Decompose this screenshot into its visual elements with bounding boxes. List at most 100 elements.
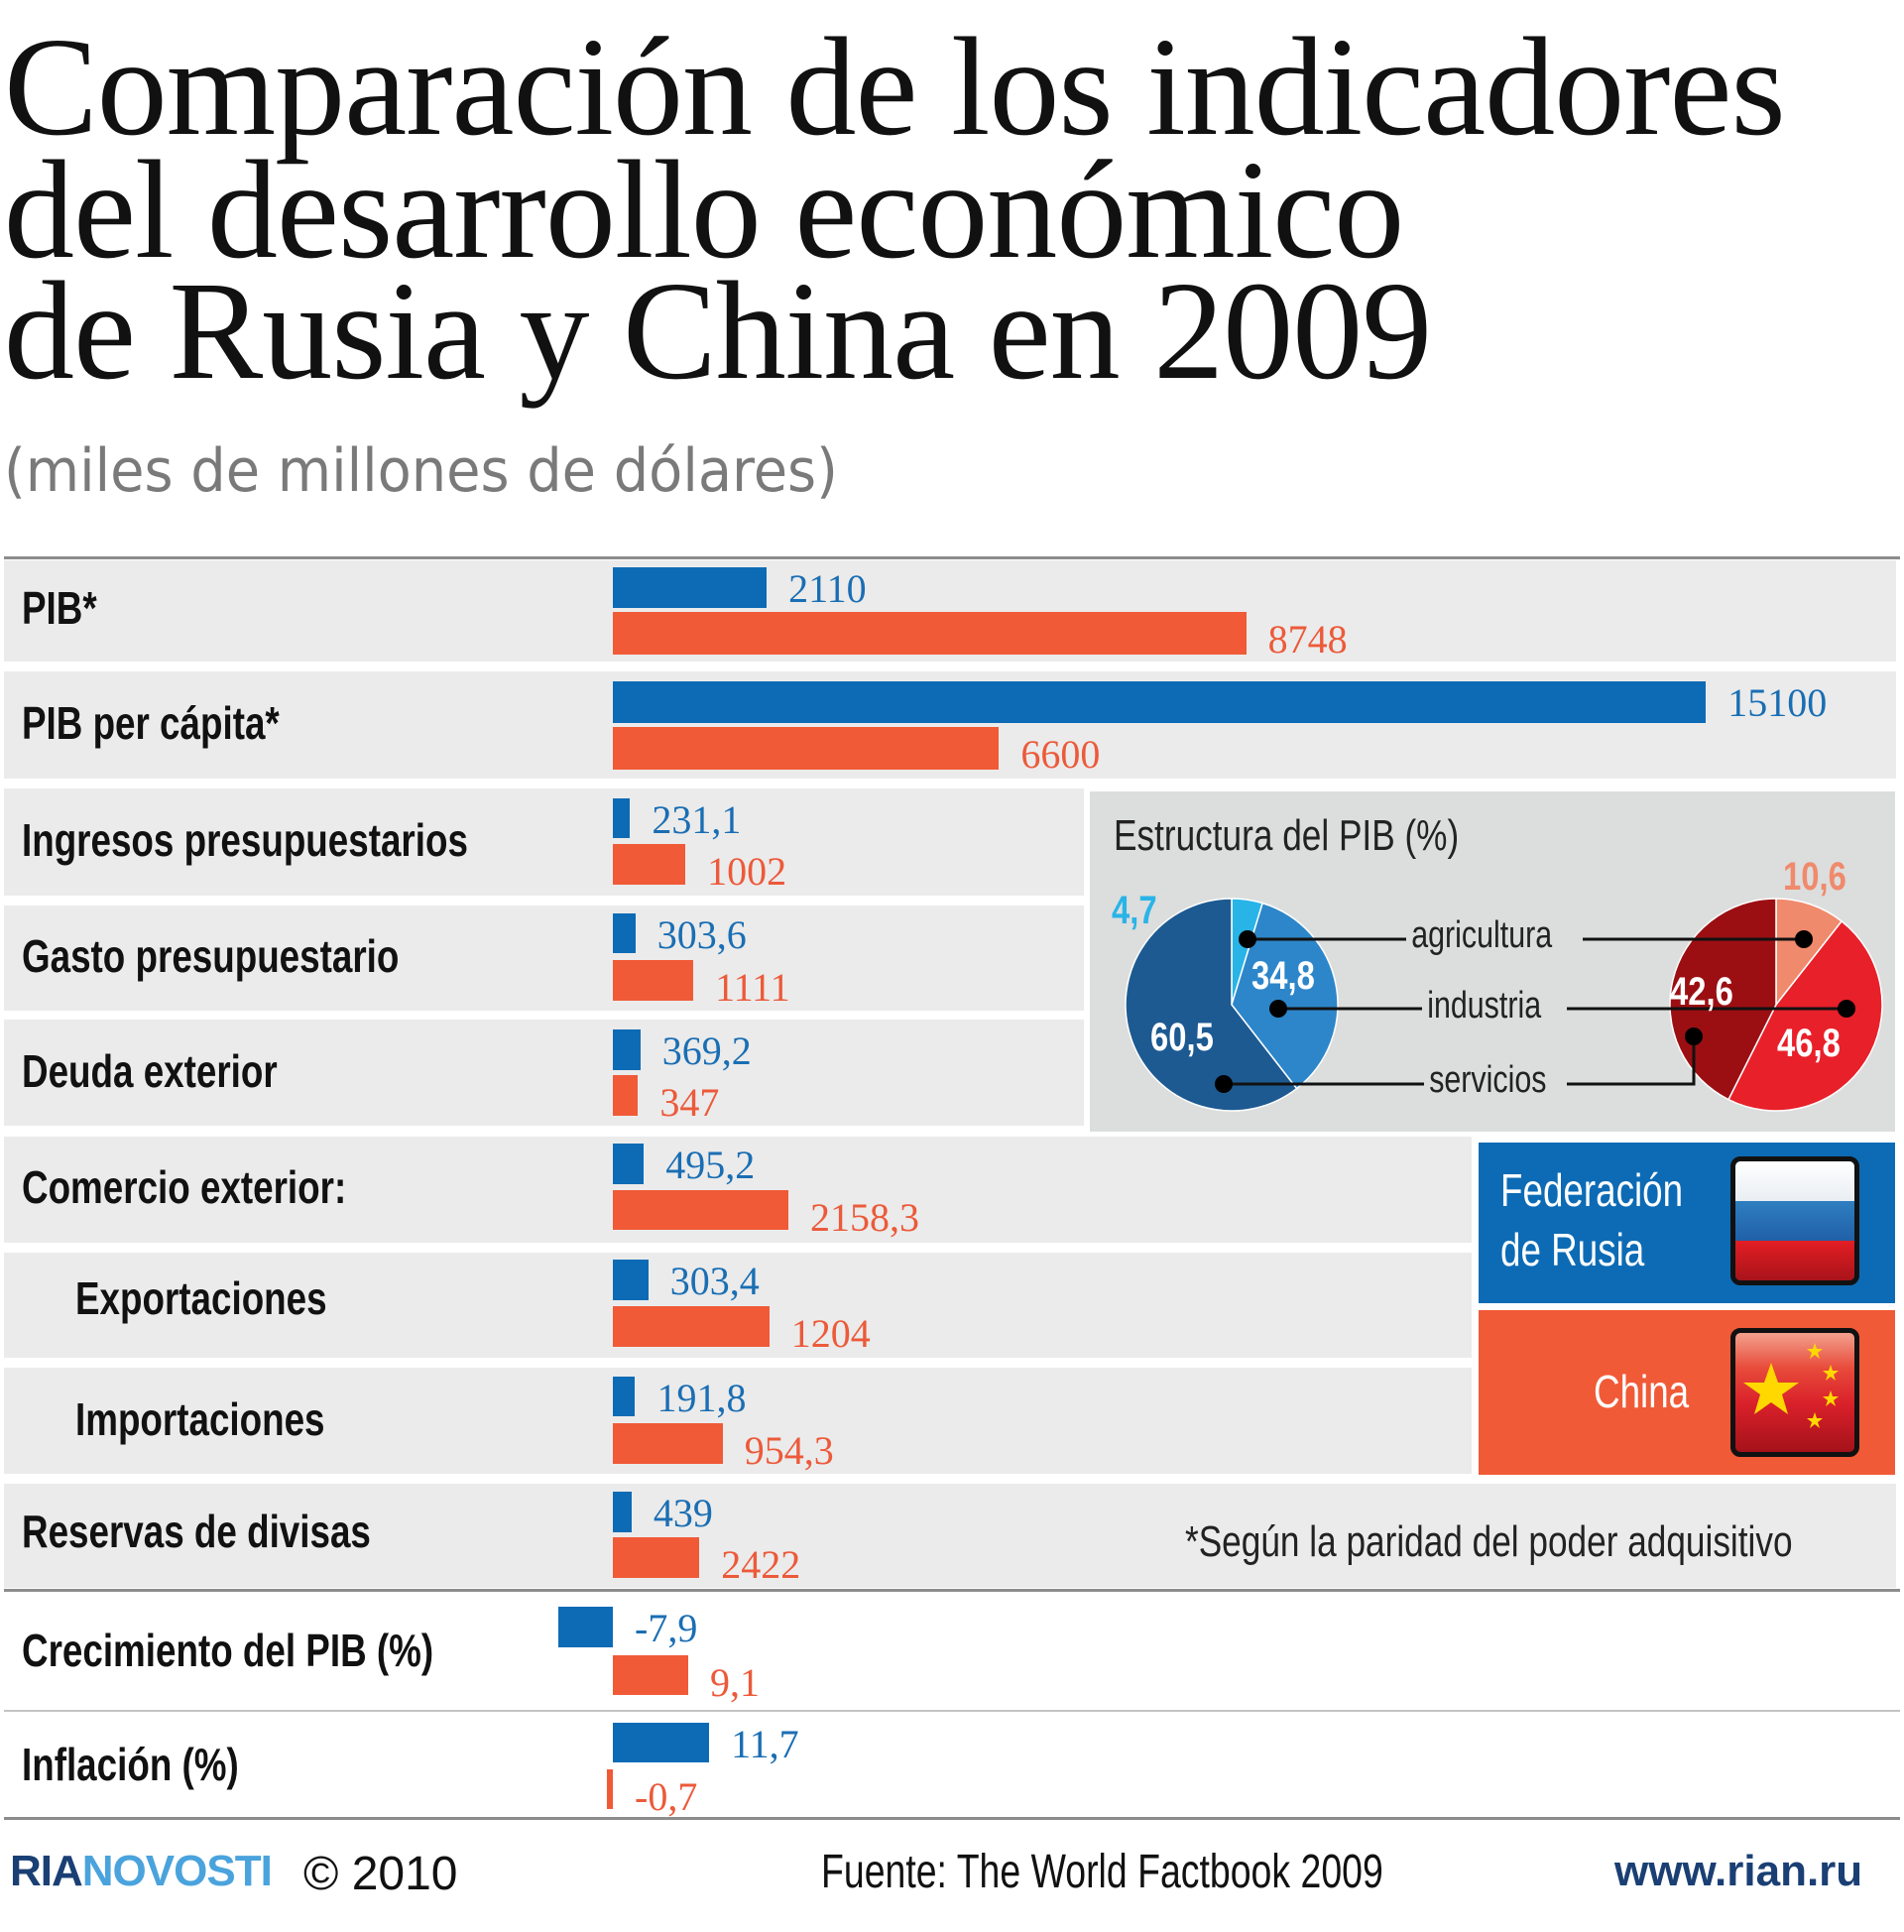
pie-slice-china-industria [1727, 919, 1883, 1112]
legend-russia-line2: de Rusia [1500, 1224, 1645, 1275]
pie-dot-ru-servicios [1215, 1075, 1233, 1093]
divider-rule-thin [4, 1710, 1900, 1712]
row-label-exportaciones: Exportaciones [75, 1272, 327, 1324]
pie-legend-industria: industria [1424, 985, 1545, 1027]
value-label-china: 2422 [721, 1542, 801, 1587]
pie-cn-label-agricultura: 10,6 [1783, 855, 1846, 899]
row-label-crecimiento: Crecimiento del PIB (%) [22, 1625, 434, 1676]
bar-china [613, 1075, 639, 1116]
row-bg [4, 906, 1084, 1011]
value-label-china: 1002 [707, 849, 787, 894]
value-label-russia: 191,8 [656, 1376, 747, 1420]
row-label-comercio: Comercio exterior: [22, 1161, 347, 1213]
legend-china-label: China [1594, 1366, 1690, 1417]
value-label-china: 1111 [715, 965, 790, 1010]
value-label-russia: 303,6 [656, 912, 747, 957]
pie-cn-label-servicios: 42,6 [1670, 970, 1733, 1014]
row-label-ingresos: Ingresos presupuestarios [22, 814, 468, 866]
pie-dot-ru-industria [1269, 1000, 1287, 1018]
pie-dot-cn-agricultura [1795, 930, 1813, 948]
bar-russia [557, 1607, 613, 1647]
pie-legend-agricultura: agricultura [1408, 914, 1556, 957]
value-label-russia: 495,2 [665, 1143, 756, 1187]
value-label-china: 6600 [1020, 732, 1101, 777]
pie-china [1669, 898, 1883, 1112]
bar-russia [613, 1260, 649, 1300]
pie-ru-label-servicios: 60,5 [1150, 1016, 1214, 1059]
row-label-pib-per-capita: PIB per cápita* [22, 697, 280, 749]
bar-russia [613, 681, 1707, 723]
website-link[interactable]: www.rian.ru [1614, 1847, 1863, 1895]
bar-china [613, 1537, 700, 1578]
row-label-reservas: Reservas de divisas [22, 1506, 371, 1557]
pie-cn-label-industria: 46,8 [1777, 1022, 1841, 1065]
bar-china [606, 1769, 613, 1809]
pie-ru-label-industria: 34,8 [1251, 954, 1315, 998]
pie-ru-label-agricultura: 4,7 [1112, 889, 1157, 932]
bar-china [613, 844, 686, 885]
bar-china [613, 1655, 688, 1695]
pie-slice-china-agricultura [1775, 898, 1844, 1008]
value-label-russia: 2110 [788, 566, 867, 611]
pie-dot-cn-industria [1838, 1000, 1855, 1018]
legend-china: China [1479, 1310, 1895, 1475]
pie-slice-russia-industria [1231, 902, 1339, 1090]
value-label-china: 8748 [1267, 617, 1348, 662]
bar-china [613, 1306, 770, 1347]
pie-dot-cn-servicios [1685, 1027, 1703, 1045]
china-stars-icon [1743, 1343, 1839, 1428]
value-label-russia: -7,9 [635, 1606, 698, 1650]
value-label-china: -0,7 [635, 1774, 698, 1819]
row-label-importaciones: Importaciones [75, 1393, 325, 1445]
row-label-inflacion: Inflación (%) [22, 1739, 239, 1790]
value-label-russia: 11,7 [731, 1722, 799, 1766]
pie-title: Estructura del PIB (%) [1114, 811, 1460, 860]
row-bg [4, 1368, 1472, 1474]
bar-russia [613, 1723, 710, 1762]
top-rule [4, 556, 1900, 559]
value-label-russia: 303,4 [669, 1259, 760, 1303]
value-label-russia: 439 [653, 1491, 713, 1535]
value-label-china: 954,3 [744, 1428, 834, 1473]
logo-part-novosti: NOVOSTI [81, 1847, 273, 1895]
value-label-russia: 369,2 [661, 1028, 752, 1073]
bar-russia [613, 798, 631, 838]
value-label-china: 2158,3 [809, 1195, 919, 1240]
pie-legend-servicios: servicios [1426, 1059, 1550, 1102]
pie-slice-china-servicios [1669, 898, 1777, 1101]
bottom-rule [4, 1817, 1900, 1820]
row-label-deuda: Deuda exterior [22, 1045, 278, 1097]
title-line-3: de Rusia y China en 2009 [4, 252, 1432, 409]
bar-china [613, 960, 694, 1001]
bar-russia [613, 1144, 645, 1184]
bar-russia [613, 1377, 636, 1416]
title-line-2: del desarrollo económico [4, 131, 1404, 288]
pie-dot-ru-agricultura [1239, 930, 1256, 948]
legend-leader-lines [1215, 930, 1855, 1093]
bar-china [613, 1423, 723, 1464]
china-flag-icon [1730, 1328, 1859, 1457]
russia-flag-icon [1730, 1156, 1859, 1285]
divider-rule [4, 1589, 1900, 1592]
footnote: *Según la paridad del poder adquisitivo [1185, 1517, 1793, 1566]
value-label-china: 347 [659, 1080, 720, 1125]
source: Fuente: The World Factbook 2009 [821, 1846, 1383, 1898]
value-label-russia: 15100 [1727, 680, 1828, 725]
bar-russia [613, 1492, 632, 1532]
pie-charts [1125, 898, 1883, 1112]
row-label-pib: PIB* [22, 582, 97, 634]
row-bg [4, 1020, 1084, 1126]
value-label-china: 1204 [790, 1311, 871, 1356]
subtitle: (miles de millones de dólares) [4, 436, 838, 506]
row-bg [4, 1484, 1896, 1588]
leader-line-cn-servicios [1567, 1036, 1696, 1086]
pie-slice-russia-servicios [1125, 898, 1298, 1112]
bar-china [613, 612, 1247, 655]
bar-russia [613, 567, 768, 608]
bar-russia [613, 913, 636, 953]
row-label-gasto: Gasto presupuestario [22, 930, 400, 982]
logo-part-ria: RIA [10, 1847, 83, 1895]
pie-russia [1125, 898, 1339, 1112]
bar-russia [613, 1029, 641, 1070]
row-bg [4, 788, 1084, 896]
